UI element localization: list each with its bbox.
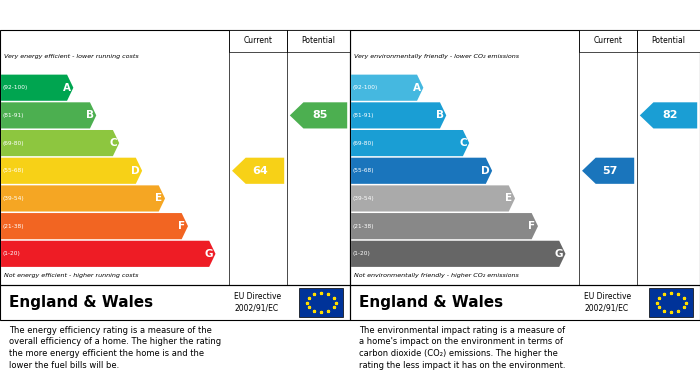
Text: C: C [109, 138, 117, 148]
Polygon shape [351, 158, 492, 184]
Polygon shape [351, 213, 538, 239]
Polygon shape [1, 102, 97, 129]
Text: 85: 85 [313, 110, 328, 120]
Text: 82: 82 [663, 110, 678, 120]
Bar [230, 30, 287, 52]
Text: E: E [505, 194, 512, 203]
Text: (21-38): (21-38) [352, 224, 374, 229]
Text: D: D [131, 166, 139, 176]
Text: (92-100): (92-100) [3, 85, 28, 90]
Polygon shape [1, 158, 142, 184]
Text: F: F [528, 221, 536, 231]
Text: Potential: Potential [652, 36, 685, 45]
Text: Not environmentally friendly - higher CO₂ emissions: Not environmentally friendly - higher CO… [354, 273, 519, 278]
Polygon shape [351, 102, 447, 129]
Text: F: F [178, 221, 186, 231]
Text: EU Directive
2002/91/EC: EU Directive 2002/91/EC [584, 292, 631, 313]
Polygon shape [232, 158, 284, 184]
Bar [580, 30, 637, 52]
Text: The energy efficiency rating is a measure of the
overall efficiency of a home. T: The energy efficiency rating is a measur… [8, 326, 221, 370]
Text: (39-54): (39-54) [352, 196, 375, 201]
Polygon shape [1, 241, 216, 267]
Text: (1-20): (1-20) [352, 251, 370, 256]
Text: Very environmentally friendly - lower CO₂ emissions: Very environmentally friendly - lower CO… [354, 54, 519, 59]
Text: EU Directive
2002/91/EC: EU Directive 2002/91/EC [234, 292, 281, 313]
Text: (69-80): (69-80) [352, 141, 374, 145]
Text: Current: Current [594, 36, 622, 45]
Text: 57: 57 [603, 166, 618, 176]
Text: (1-20): (1-20) [3, 251, 20, 256]
Text: The environmental impact rating is a measure of
a home's impact on the environme: The environmental impact rating is a mea… [358, 326, 566, 370]
Text: D: D [481, 166, 489, 176]
Text: (81-91): (81-91) [3, 113, 24, 118]
Text: (81-91): (81-91) [352, 113, 374, 118]
Text: Very energy efficient - lower running costs: Very energy efficient - lower running co… [4, 54, 139, 59]
Text: (55-68): (55-68) [352, 168, 374, 173]
Polygon shape [351, 185, 515, 212]
Bar [637, 30, 700, 52]
Text: 64: 64 [252, 166, 268, 176]
Text: Potential: Potential [302, 36, 335, 45]
Text: (21-38): (21-38) [3, 224, 24, 229]
Polygon shape [1, 75, 74, 101]
Polygon shape [290, 102, 347, 129]
Text: (69-80): (69-80) [3, 141, 24, 145]
Polygon shape [351, 75, 423, 101]
Polygon shape [1, 185, 165, 212]
Text: A: A [413, 83, 421, 93]
Text: England & Wales: England & Wales [358, 295, 503, 310]
Polygon shape [1, 213, 188, 239]
Text: England & Wales: England & Wales [8, 295, 153, 310]
Polygon shape [351, 130, 469, 156]
Polygon shape [640, 102, 697, 129]
Text: C: C [459, 138, 467, 148]
Text: Not energy efficient - higher running costs: Not energy efficient - higher running co… [4, 273, 138, 278]
Bar [287, 30, 350, 52]
Text: (39-54): (39-54) [3, 196, 25, 201]
Polygon shape [1, 130, 119, 156]
Text: B: B [436, 110, 444, 120]
Text: G: G [554, 249, 563, 259]
Text: Current: Current [244, 36, 272, 45]
Text: Environmental Impact (CO₂) Rating: Environmental Impact (CO₂) Rating [358, 9, 591, 22]
Text: (92-100): (92-100) [352, 85, 378, 90]
Text: B: B [86, 110, 94, 120]
Polygon shape [351, 241, 566, 267]
Text: (55-68): (55-68) [3, 168, 24, 173]
Polygon shape [582, 158, 634, 184]
Text: A: A [63, 83, 71, 93]
Text: E: E [155, 194, 162, 203]
Text: Energy Efficiency Rating: Energy Efficiency Rating [8, 9, 172, 22]
Text: G: G [204, 249, 213, 259]
